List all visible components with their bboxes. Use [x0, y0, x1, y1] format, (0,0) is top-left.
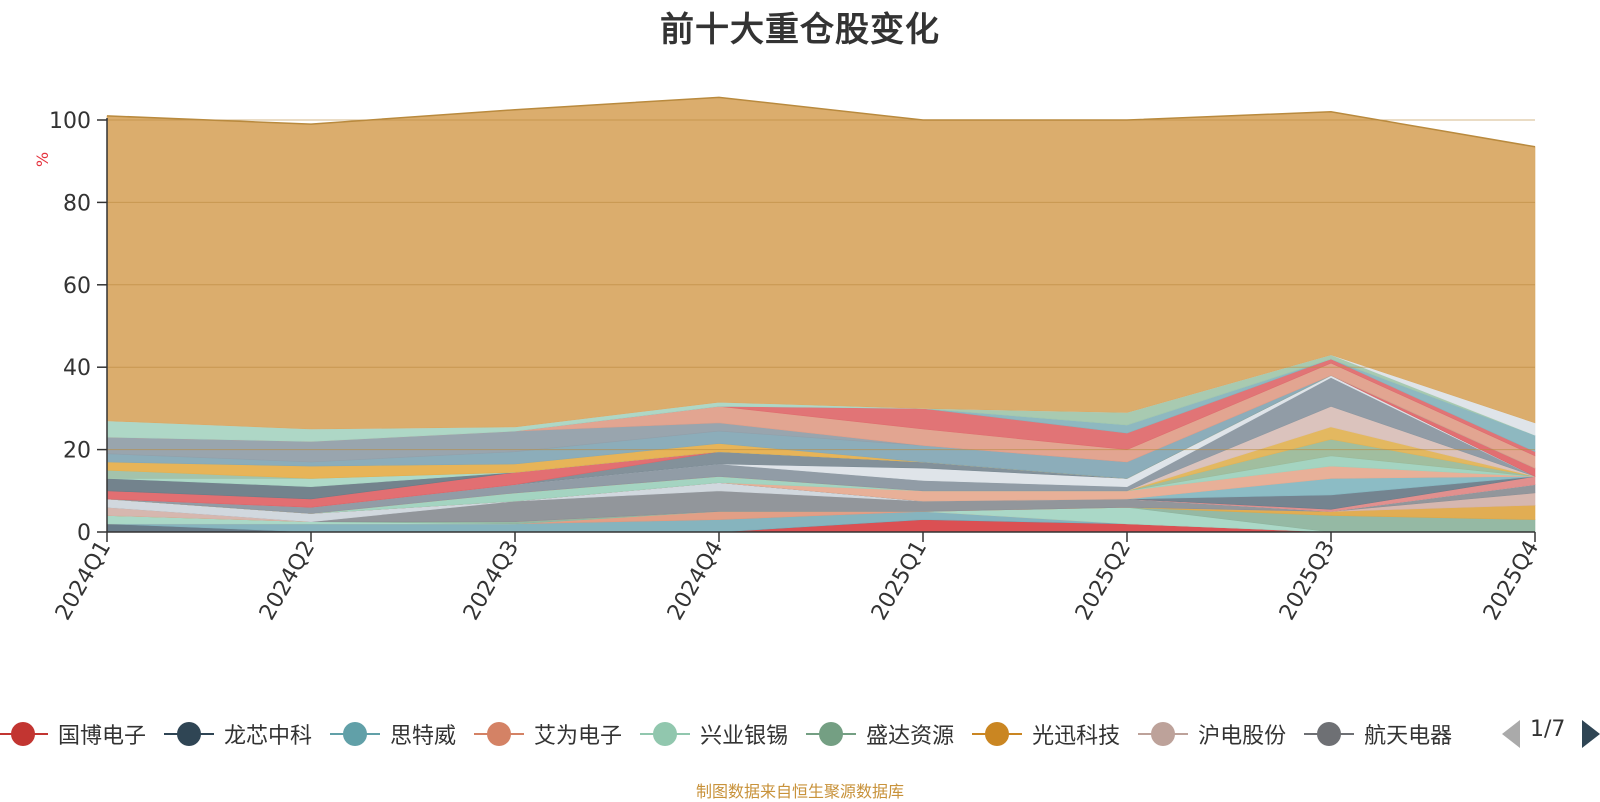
legend-item[interactable]: 光迅科技	[972, 712, 1120, 756]
legend-item[interactable]: 龙芯中科	[164, 712, 312, 756]
x-tick-label-3: 2024Q3	[459, 537, 524, 625]
y-tick-label-60: 60	[63, 274, 91, 299]
legend-dot	[343, 722, 368, 746]
legend-pager: 1/7	[1500, 712, 1600, 756]
x-tick-label-8: 2025Q4	[1479, 537, 1544, 625]
legend-label: 航天电器	[1364, 724, 1453, 749]
legend-symbol-icon	[640, 722, 691, 746]
legend-dot	[985, 722, 1010, 746]
legend: 国博电子 龙芯中科 思特威 艾为电子 兴业银锡 盛达资源 光迅科技 沪电股份 航天电器	[0, 712, 1500, 756]
x-tick-label-6: 2025Q2	[1071, 537, 1136, 625]
legend-label: 盛达资源	[866, 724, 955, 749]
y-tick-label-0: 0	[77, 521, 91, 546]
legend-dot	[819, 722, 844, 746]
legend-label: 沪电股份	[1198, 724, 1287, 749]
chart-title: 前十大重仓股变化	[660, 10, 940, 50]
legend-symbol-icon	[1304, 722, 1355, 746]
y-tick-label-100: 100	[49, 109, 91, 134]
legend-dot	[11, 722, 35, 746]
legend-symbol-icon	[806, 722, 857, 746]
legend-symbol-icon	[1138, 722, 1189, 746]
legend-item[interactable]: 思特威	[330, 712, 456, 756]
legend-dot	[177, 722, 202, 746]
legend-item[interactable]: 兴业银锡	[640, 712, 788, 756]
legend-item[interactable]: 航天电器	[1304, 712, 1452, 756]
legend-label: 光迅科技	[1032, 724, 1121, 749]
legend-symbol-icon	[0, 722, 48, 746]
x-tick-label-4: 2024Q4	[663, 537, 728, 625]
legend-dot	[1151, 722, 1176, 746]
legend-dot	[1317, 722, 1342, 746]
x-tick-label-2: 2024Q2	[255, 537, 320, 625]
area-top-line	[106, 96, 1536, 148]
legend-next-icon[interactable]	[1582, 720, 1600, 748]
legend-dot	[487, 722, 512, 746]
legend-item[interactable]: 国博电子	[0, 712, 146, 756]
x-tick-label-5: 2025Q1	[867, 537, 932, 625]
y-tick-label-80: 80	[63, 191, 91, 216]
x-tick-label-7: 2025Q3	[1275, 537, 1340, 625]
legend-symbol-icon	[474, 722, 525, 746]
legend-label: 国博电子	[58, 724, 147, 749]
legend-page-indicator: 1/7	[1530, 717, 1566, 742]
legend-item[interactable]: 沪电股份	[1138, 712, 1286, 756]
legend-label: 兴业银锡	[700, 724, 789, 749]
legend-label: 艾为电子	[534, 724, 623, 749]
legend-symbol-icon	[972, 722, 1023, 746]
legend-label: 龙芯中科	[224, 724, 313, 749]
y-tick-label-20: 20	[63, 439, 91, 464]
legend-symbol-icon	[164, 722, 215, 746]
x-tick-label-1: 2024Q1	[51, 537, 116, 625]
legend-prev-icon[interactable]	[1502, 720, 1520, 748]
legend-label: 思特威	[390, 724, 457, 749]
legend-dot	[653, 722, 678, 746]
y-tick-label-40: 40	[63, 356, 91, 381]
legend-item[interactable]: 艾为电子	[474, 712, 622, 756]
legend-symbol-icon	[330, 722, 381, 746]
data-source-note: 制图数据来自恒生聚源数据库	[695, 782, 904, 801]
legend-item[interactable]: 盛达资源	[806, 712, 954, 756]
